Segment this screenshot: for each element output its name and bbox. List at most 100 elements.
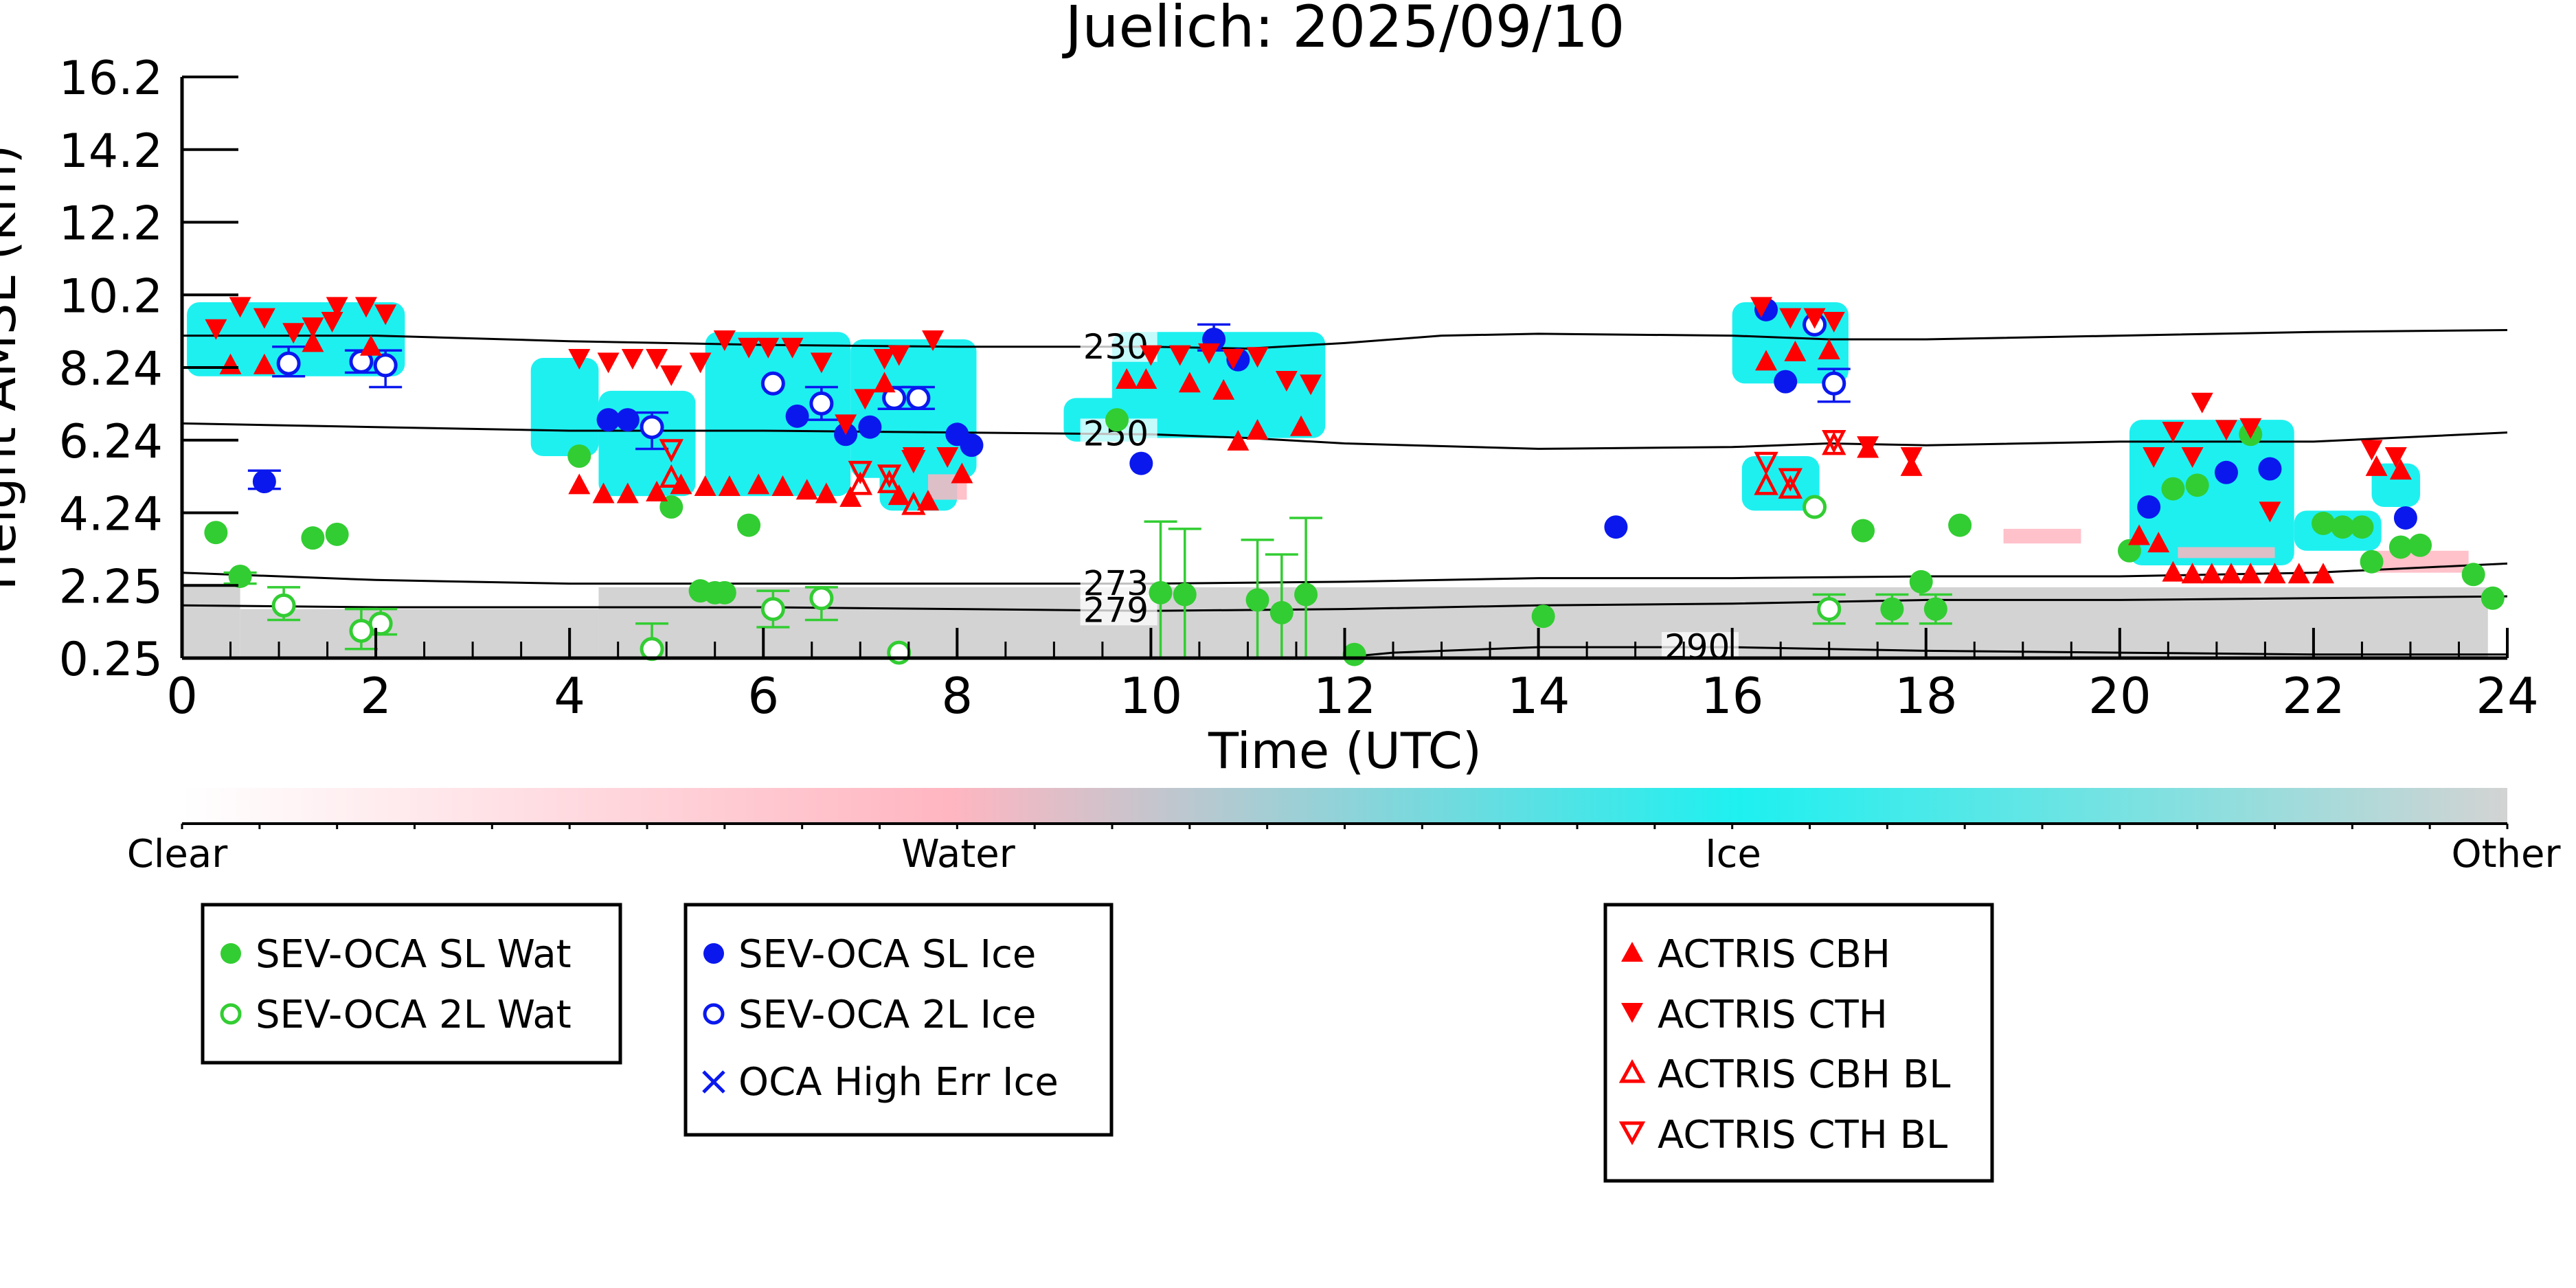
axes: [180, 77, 2507, 660]
colorbar-label-clear: Clear: [127, 832, 228, 877]
legend-box: [1603, 903, 1994, 1183]
point-open-triangle-up: [1822, 431, 1846, 455]
y-tick-label: 10.2: [59, 269, 163, 324]
point-open-circle: [640, 415, 664, 440]
point-open-circle: [760, 371, 785, 396]
point-triangle-up: [646, 480, 668, 501]
point-filled-circle: [2137, 495, 2161, 519]
point-triangle-up: [2312, 563, 2335, 584]
point-filled-circle: [228, 564, 252, 588]
legend-marker-filled-circle: [703, 943, 724, 964]
point-triangle-down: [1222, 348, 1245, 370]
legend-entry: ACTRIS CTH: [1621, 993, 1888, 1037]
colorbar-label-water: Water: [901, 832, 1016, 877]
point-triangle-up: [302, 331, 324, 352]
point-filled-circle: [2214, 460, 2238, 484]
point-filled-circle: [1923, 597, 1947, 621]
point-triangle-down: [646, 348, 668, 370]
point-triangle-down: [922, 330, 945, 351]
point-triangle-down: [854, 389, 877, 410]
point-triangle-up: [2239, 563, 2262, 584]
other-region: [240, 609, 599, 658]
point-open-triangle-down: [1822, 429, 1846, 454]
point-triangle-down: [660, 365, 683, 387]
legend-label: SEV-OCA 2L Ice: [738, 993, 1036, 1037]
point-open-triangle-up: [1778, 475, 1803, 499]
point-open-circle: [640, 637, 664, 662]
point-filled-circle: [1774, 370, 1798, 394]
point-triangle-up: [1135, 368, 1157, 389]
point-open-circle: [1822, 371, 1846, 396]
point-filled-circle: [1294, 583, 1318, 607]
point-open-circle: [887, 640, 912, 665]
legend-water: SEV-OCA SL Wat SEV-OCA 2L Wat: [201, 903, 622, 1065]
point-filled-circle: [301, 526, 325, 550]
y-tick-label: 6.24: [59, 415, 163, 469]
point-filled-circle: [2408, 533, 2432, 557]
point-filled-circle: [2388, 535, 2413, 559]
point-filled-circle: [2350, 515, 2374, 539]
contour-label-bg: [1661, 632, 1739, 658]
ice-region: [1112, 332, 1326, 438]
point-filled-circle: [325, 522, 349, 546]
point-triangle-up: [2365, 455, 2388, 476]
point-triangle-up: [2181, 563, 2204, 584]
legend-entry: SEV-OCA 2L Ice: [703, 993, 1036, 1037]
point-filled-circle: [567, 444, 591, 468]
x-ticks: 0 2 4 6 8 10 12 14 16 18 20 22 24: [166, 628, 2539, 725]
point-triangle-down: [2162, 422, 2184, 443]
point-filled-circle: [2360, 550, 2384, 574]
point-filled-circle: [596, 408, 620, 432]
point-triangle-down: [354, 297, 377, 318]
point-triangle-down: [810, 352, 833, 374]
ice-region: [2129, 420, 2294, 566]
x-tick-label: 4: [554, 667, 585, 725]
point-filled-circle: [858, 415, 882, 439]
point-filled-circle: [1948, 513, 1972, 537]
point-triangle-down: [2191, 392, 2213, 414]
point-triangle-up: [718, 475, 741, 496]
point-triangle-down: [873, 348, 896, 370]
point-triangle-down: [1246, 347, 1269, 368]
contour-line: [182, 595, 2507, 612]
point-filled-circle: [2312, 511, 2336, 535]
legend-marker-open-triangle-up: [1618, 1059, 1646, 1083]
point-triangle-down: [689, 352, 712, 374]
point-triangle-down: [1779, 308, 1802, 329]
point-triangle-up: [1755, 350, 1778, 371]
legend-label: ACTRIS CBH BL: [1658, 1052, 1950, 1097]
point-triangle-up: [1290, 415, 1313, 436]
point-filled-circle: [2393, 506, 2417, 530]
point-filled-circle: [1245, 588, 1269, 612]
point-triangle-up: [951, 462, 973, 484]
contour-label: 230: [1083, 327, 1149, 367]
point-triangle-up: [568, 473, 591, 495]
point-triangle-down: [2181, 447, 2204, 468]
point-filled-circle: [785, 404, 809, 428]
point-filled-circle: [1531, 605, 1555, 629]
point-triangle-up: [1246, 419, 1269, 440]
point-open-circle: [1803, 495, 1827, 519]
point-triangle-down: [835, 414, 857, 436]
point-triangle-down: [1275, 370, 1298, 392]
point-triangle-down: [1750, 297, 1772, 318]
legend-actris: ACTRIS CBH ACTRIS CTH ACTRIS CBH BL ACTR…: [1603, 903, 1994, 1183]
point-filled-circle: [1105, 408, 1129, 432]
point-triangle-up: [360, 335, 383, 356]
point-triangle-up: [771, 475, 794, 496]
legend-entry: ACTRIS CBH BL: [1618, 1052, 1950, 1097]
contour-line: [182, 562, 2507, 585]
data-markers: [204, 297, 2505, 666]
point-triangle-down: [1140, 345, 1162, 366]
point-filled-circle: [1909, 569, 1933, 594]
point-filled-circle: [737, 513, 761, 537]
x-tick-label: 22: [2282, 667, 2345, 725]
point-triangle-up: [917, 490, 940, 511]
contour-label-bg: [1080, 568, 1157, 599]
contour-label: 279: [1083, 590, 1149, 630]
point-triangle-up: [1178, 372, 1201, 393]
point-triangle-down: [326, 297, 348, 318]
legend-label: OCA High Err Ice: [738, 1060, 1059, 1105]
point-triangle-down: [2259, 501, 2281, 523]
point-triangle-down: [757, 337, 780, 359]
